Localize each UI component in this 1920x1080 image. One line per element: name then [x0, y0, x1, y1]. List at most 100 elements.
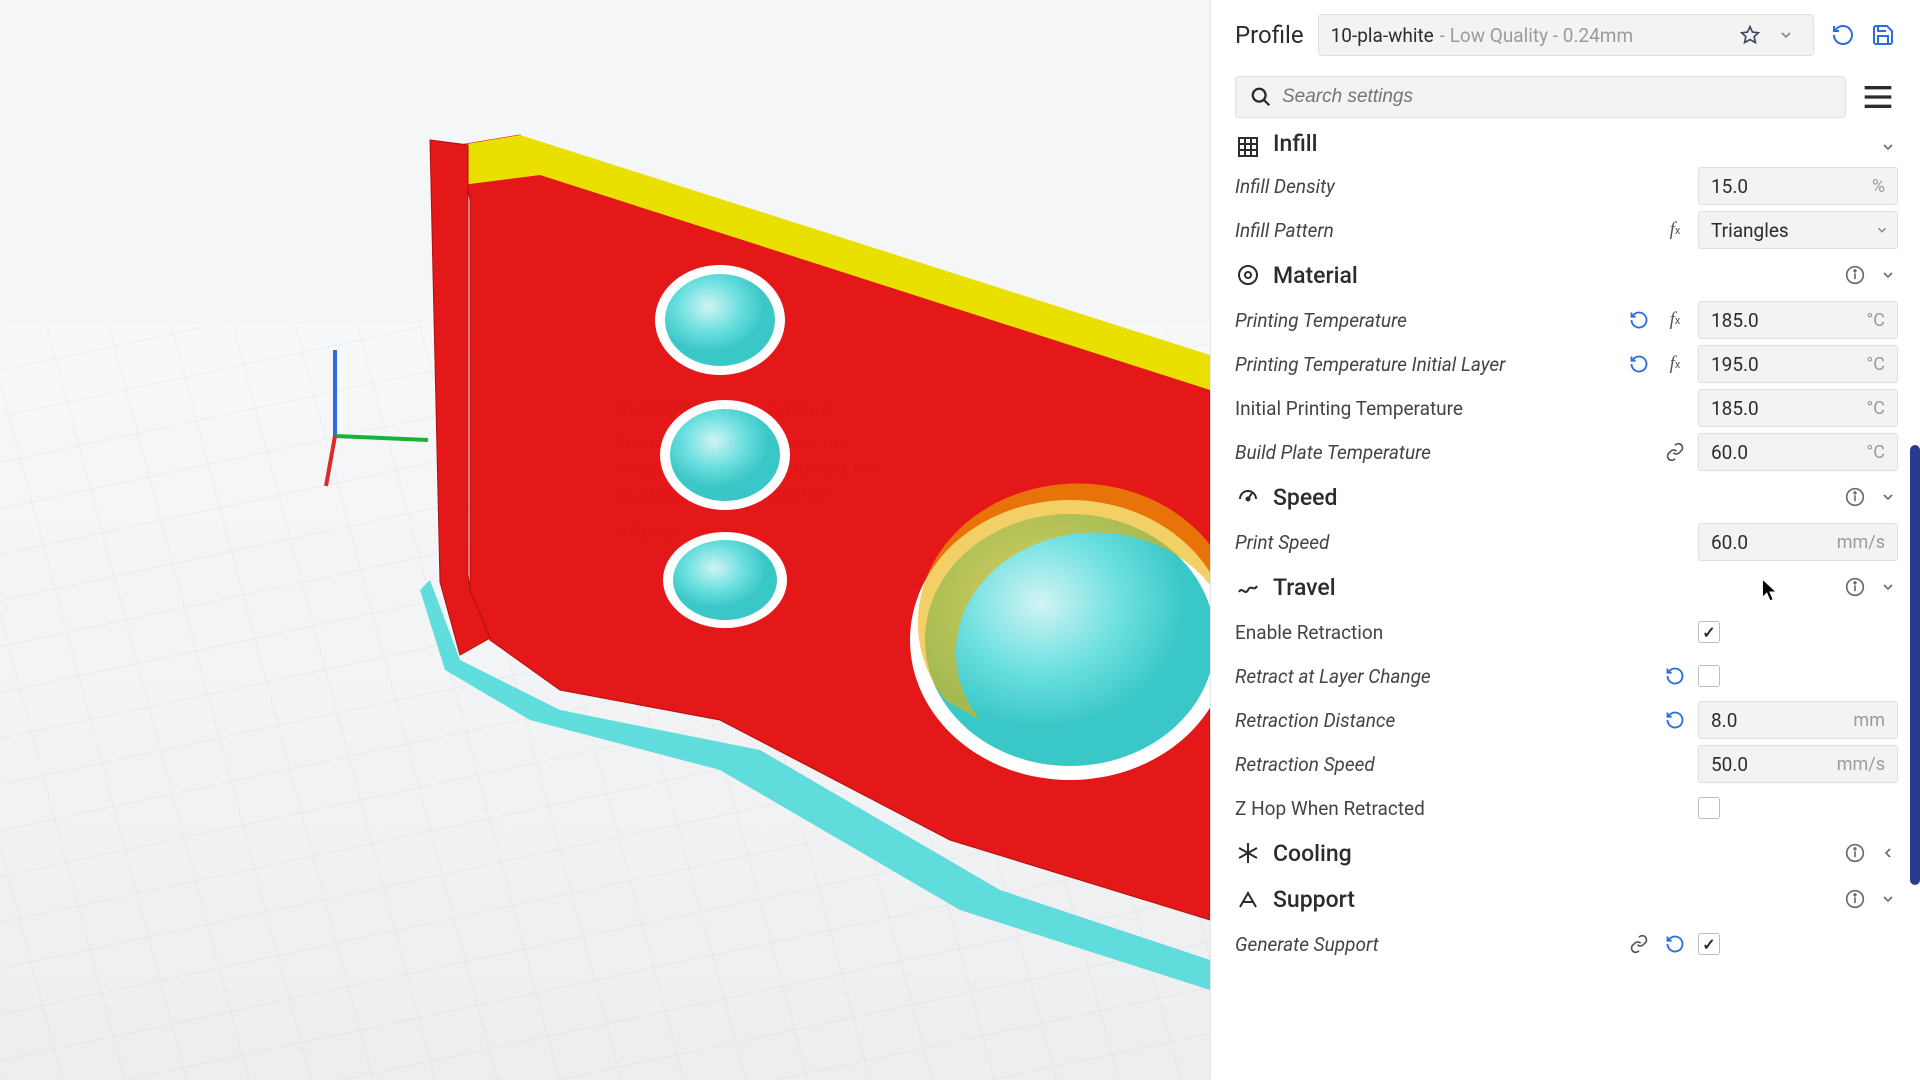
scrollbar-thumb[interactable]: [1910, 445, 1920, 885]
label-z-hop: Z Hop When Retracted: [1235, 797, 1688, 820]
label-print-temp: Printing Temperature: [1235, 309, 1616, 332]
formula-icon[interactable]: fx: [1662, 307, 1688, 333]
checkbox-generate-support[interactable]: [1698, 933, 1720, 955]
section-title-infill: Infill: [1273, 130, 1866, 157]
row-print-speed: Print Speed 60.0 mm/s: [1235, 520, 1898, 564]
row-infill-pattern: Infill Pattern fx Triangles: [1235, 208, 1898, 252]
row-build-plate-temp: Build Plate Temperature 60.0 °C: [1235, 430, 1898, 474]
viewport-3d[interactable]: Build Plate Temperature The temperature …: [0, 0, 1210, 1080]
row-init-print-temp: Initial Printing Temperature 185.0 °C: [1235, 386, 1898, 430]
row-print-temp: Printing Temperature fx 185.0 °C: [1235, 298, 1898, 342]
menu-icon[interactable]: [1862, 83, 1898, 111]
section-title-travel: Travel: [1273, 574, 1832, 601]
info-icon[interactable]: [1844, 842, 1866, 864]
input-print-temp[interactable]: 185.0 °C: [1698, 301, 1898, 339]
info-icon[interactable]: [1844, 264, 1866, 286]
row-z-hop: Z Hop When Retracted: [1235, 786, 1898, 830]
chevron-down-icon[interactable]: [1771, 20, 1801, 50]
input-retraction-distance[interactable]: 8.0 mm: [1698, 701, 1898, 739]
infill-icon: [1235, 134, 1261, 160]
profile-dropdown[interactable]: 10-pla-white - Low Quality - 0.24mm: [1318, 14, 1814, 56]
info-icon[interactable]: [1844, 486, 1866, 508]
tooltip-link-2: Build Plate Temperature: [616, 610, 884, 635]
row-generate-support: Generate Support: [1235, 922, 1898, 966]
section-title-support: Support: [1273, 886, 1832, 913]
row-retract-layer: Retract at Layer Change: [1235, 654, 1898, 698]
setting-tooltip: Build Plate Temperature The temperature …: [600, 380, 900, 651]
reset-icon[interactable]: [1662, 663, 1688, 689]
label-retract-layer: Retract at Layer Change: [1235, 665, 1652, 688]
search-input[interactable]: [1282, 86, 1831, 108]
settings-list[interactable]: Infill Infill Density 15.0 % Infill Patt…: [1211, 130, 1920, 1080]
chevron-down-icon[interactable]: [1878, 889, 1898, 909]
reset-icon[interactable]: [1626, 351, 1652, 377]
profile-name: 10-pla-white: [1331, 24, 1434, 47]
chevron-down-icon[interactable]: [1878, 487, 1898, 507]
cooling-icon: [1235, 840, 1261, 866]
checkbox-z-hop[interactable]: [1698, 797, 1720, 819]
speed-icon: [1235, 484, 1261, 510]
section-material[interactable]: Material: [1235, 252, 1898, 298]
section-travel[interactable]: Travel: [1235, 564, 1898, 610]
label-build-plate-temp: Build Plate Temperature: [1235, 441, 1652, 464]
chevron-down-icon: [1875, 223, 1889, 237]
search-box[interactable]: [1235, 76, 1846, 118]
section-cooling[interactable]: Cooling: [1235, 830, 1898, 876]
input-infill-density[interactable]: 15.0 %: [1698, 167, 1898, 205]
header-actions: [1828, 20, 1898, 50]
dropdown-infill-pattern[interactable]: Triangles: [1698, 211, 1898, 249]
formula-icon[interactable]: fx: [1662, 217, 1688, 243]
input-retraction-speed[interactable]: 50.0 mm/s: [1698, 745, 1898, 783]
tooltip-link-1: Build Plate Temperature Initial: [616, 545, 884, 570]
chevron-down-icon[interactable]: [1878, 137, 1898, 157]
checkbox-enable-retraction[interactable]: [1698, 621, 1720, 643]
save-profile-icon[interactable]: [1868, 20, 1898, 50]
row-infill-density: Infill Density 15.0 %: [1235, 164, 1898, 208]
reset-icon[interactable]: [1662, 707, 1688, 733]
profile-detail: - Low Quality - 0.24mm: [1440, 24, 1633, 47]
reset-icon[interactable]: [1662, 931, 1688, 957]
search-icon: [1250, 86, 1272, 108]
search-row: [1211, 70, 1920, 130]
tooltip-body: The temperature used for the heated buil…: [616, 432, 884, 508]
input-print-temp-initial[interactable]: 195.0 °C: [1698, 345, 1898, 383]
chevron-down-icon[interactable]: [1878, 577, 1898, 597]
support-icon: [1235, 886, 1261, 912]
input-print-speed[interactable]: 60.0 mm/s: [1698, 523, 1898, 561]
input-init-print-temp[interactable]: 185.0 °C: [1698, 389, 1898, 427]
checkbox-retract-layer[interactable]: [1698, 665, 1720, 687]
label-infill-pattern: Infill Pattern: [1235, 219, 1652, 242]
panel-header: Profile 10-pla-white - Low Quality - 0.2…: [1211, 0, 1920, 70]
link-icon[interactable]: [1626, 931, 1652, 957]
label-retraction-speed: Retraction Speed: [1235, 753, 1688, 776]
formula-icon[interactable]: fx: [1662, 351, 1688, 377]
label-print-speed: Print Speed: [1235, 531, 1688, 554]
label-enable-retraction: Enable Retraction: [1235, 621, 1688, 644]
axis-gizmo: [326, 350, 428, 486]
label-init-print-temp: Initial Printing Temperature: [1235, 397, 1688, 420]
info-icon[interactable]: [1844, 576, 1866, 598]
section-title-material: Material: [1273, 262, 1832, 289]
star-icon[interactable]: [1735, 20, 1765, 50]
row-retraction-speed: Retraction Speed 50.0 mm/s: [1235, 742, 1898, 786]
chevron-down-icon[interactable]: [1878, 265, 1898, 285]
tooltip-title: Build Plate Temperature: [616, 396, 884, 424]
row-enable-retraction: Enable Retraction: [1235, 610, 1898, 654]
reset-profile-icon[interactable]: [1828, 20, 1858, 50]
label-generate-support: Generate Support: [1235, 933, 1616, 956]
row-print-temp-initial: Printing Temperature Initial Layer fx 19…: [1235, 342, 1898, 386]
chevron-left-icon[interactable]: [1878, 843, 1898, 863]
section-infill[interactable]: Infill: [1235, 130, 1898, 164]
section-speed[interactable]: Speed: [1235, 474, 1898, 520]
material-icon: [1235, 262, 1261, 288]
profile-label: Profile: [1235, 21, 1304, 49]
reset-icon[interactable]: [1626, 307, 1652, 333]
travel-icon: [1235, 574, 1261, 600]
info-icon[interactable]: [1844, 888, 1866, 910]
label-retraction-distance: Retraction Distance: [1235, 709, 1652, 732]
input-build-plate-temp[interactable]: 60.0 °C: [1698, 433, 1898, 471]
link-icon[interactable]: [1662, 439, 1688, 465]
label-infill-density: Infill Density: [1235, 175, 1688, 198]
section-support[interactable]: Support: [1235, 876, 1898, 922]
tooltip-affects-label: Affects: [616, 520, 884, 545]
